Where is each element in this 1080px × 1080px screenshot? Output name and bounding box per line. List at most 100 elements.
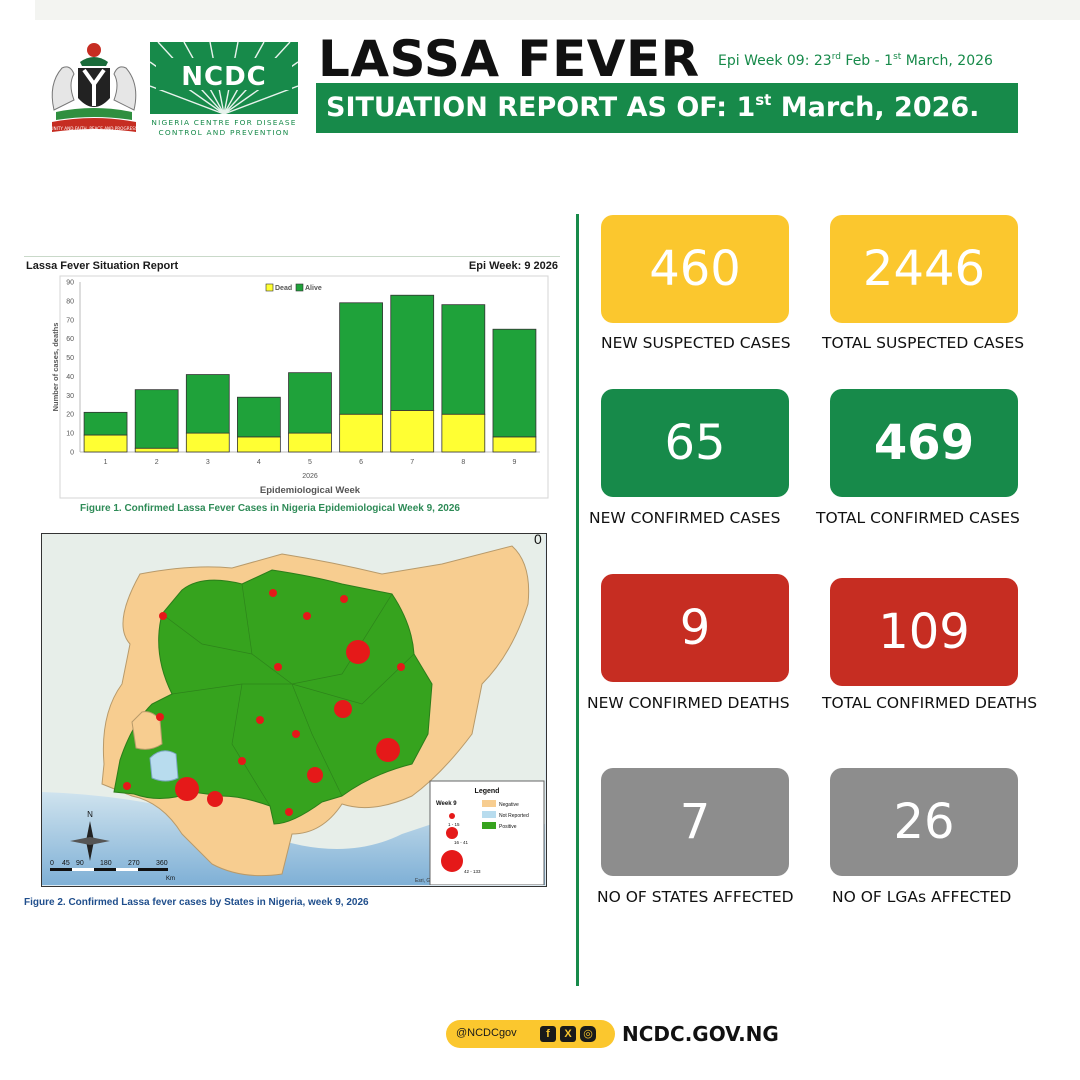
case-marker	[123, 782, 131, 790]
scale-label-4: 270	[128, 860, 140, 867]
y-tick-label: 50	[66, 355, 74, 362]
coat-motto: UNITY AND FAITH, PEACE AND PROGRESS	[50, 126, 138, 131]
legend-not-reported: Not Reported	[499, 813, 529, 819]
stat-card-total-suspected: 2446	[830, 215, 1018, 323]
bar-dead	[134, 447, 179, 453]
legend-positive-swatch	[482, 822, 496, 829]
legend-label-dead: Dead	[275, 285, 292, 292]
case-marker	[156, 713, 164, 721]
x-tick-label: 9	[512, 459, 516, 466]
x-axis-label: Epidemiological Week	[260, 485, 361, 496]
case-marker	[238, 757, 246, 765]
legend-title: Legend	[475, 788, 500, 795]
bar-dead	[339, 413, 383, 453]
social-handle-pill[interactable]: @NCDCgov f X ◎	[446, 1020, 615, 1048]
stat-card-new-suspected: 460	[601, 215, 789, 323]
case-marker	[340, 595, 348, 603]
stat-card-total-confirmed: 469	[830, 389, 1018, 497]
stat-card-total-deaths: 109	[830, 578, 1018, 686]
north-arrow-icon: N	[70, 810, 110, 861]
map-negative-pocket	[131, 711, 163, 750]
case-marker	[274, 663, 282, 671]
epi-week-prefix: Epi Week 09: 23	[718, 53, 832, 69]
instagram-icon[interactable]: ◎	[580, 1026, 596, 1042]
top-strip	[35, 0, 1080, 20]
y-tick-label: 30	[66, 393, 74, 400]
bar-alive	[288, 372, 332, 434]
page-title: LASSA FEVER	[318, 30, 700, 88]
legend-swatch-alive	[295, 283, 304, 292]
scale-label-2: 90	[76, 860, 84, 867]
legend-negative-swatch	[482, 800, 496, 807]
case-marker	[346, 640, 370, 664]
legend-label-alive: Alive	[305, 285, 322, 292]
x-tick-label: 4	[257, 459, 261, 466]
vertical-divider	[576, 214, 579, 986]
ncdc-acronym: NCDC	[181, 62, 267, 92]
stat-label-total-confirmed: TOTAL CONFIRMED CASES	[816, 509, 1020, 527]
legend-size-small: 1 - 15	[448, 822, 460, 827]
stat-label-lgas-affected: NO OF LGAs AFFECTED	[832, 888, 1012, 906]
x-tick-label: 6	[359, 459, 363, 466]
case-marker	[397, 663, 405, 671]
stat-label-total-deaths: TOTAL CONFIRMED DEATHS	[822, 694, 1038, 712]
y-axis-label: Number of cases, deaths	[51, 323, 60, 412]
bar-alive	[83, 411, 128, 436]
bar-dead	[288, 432, 332, 453]
case-marker	[207, 791, 223, 807]
map-not-reported-region	[149, 750, 179, 782]
y-tick-label: 90	[66, 280, 74, 287]
stat-label-states-affected: NO OF STATES AFFECTED	[597, 888, 794, 906]
bar-alive	[339, 302, 383, 415]
north-label: N	[87, 810, 93, 819]
map-corner-label: 0	[534, 531, 542, 547]
scale-unit: Km	[166, 876, 175, 882]
map-positive-region	[113, 569, 433, 825]
bar-dead	[237, 436, 281, 453]
x-icon[interactable]: X	[560, 1026, 576, 1042]
legend-size-medium-marker	[446, 827, 458, 839]
y-tick-label: 40	[66, 374, 74, 381]
ncdc-subtitle-line1: NIGERIA CENTRE FOR DISEASE	[151, 118, 297, 127]
report-prefix: SITUATION REPORT AS OF: 1	[326, 92, 756, 123]
bar-dead	[492, 436, 537, 453]
map-case-markers	[123, 589, 405, 816]
scale-label-0: 0	[50, 860, 54, 867]
x-tick-label: 3	[206, 459, 210, 466]
scale-label-3: 180	[100, 860, 112, 867]
social-handle: @NCDCgov	[456, 1027, 517, 1039]
x-tick-label: 2	[155, 459, 159, 466]
bar-dead	[185, 432, 230, 453]
case-marker	[269, 589, 277, 597]
report-sup: st	[755, 91, 772, 109]
figure1-top-rule	[24, 256, 560, 257]
stat-card-new-confirmed: 65	[601, 389, 789, 497]
ncdc-logo-box: NCDC	[150, 42, 298, 114]
case-marker	[334, 700, 352, 718]
case-marker	[307, 767, 323, 783]
bar-alive	[441, 304, 486, 415]
scale-label-5: 360	[156, 860, 168, 867]
stat-card-new-deaths: 9	[601, 574, 789, 682]
nigeria-map: N 0 45 90 180 270 360 Km Esri, Gar Legen…	[42, 534, 545, 885]
facebook-icon[interactable]: f	[540, 1026, 556, 1042]
figure2-caption: Figure 2. Confirmed Lassa fever cases by…	[24, 897, 369, 908]
stat-label-total-suspected: TOTAL SUSPECTED CASES	[822, 334, 1025, 352]
bar-alive	[185, 374, 230, 434]
map-credit: Esri, Gar	[415, 878, 435, 884]
stat-card-states-affected: 7	[601, 768, 789, 876]
figure1-report-title: Lassa Fever Situation Report	[26, 260, 179, 272]
stat-label-new-confirmed: NEW CONFIRMED CASES	[589, 509, 781, 527]
bar-dead	[390, 410, 435, 453]
legend-size-small-marker	[449, 813, 455, 819]
x-sublabel: 2026	[302, 473, 318, 480]
legend-swatch-dead	[265, 283, 274, 292]
y-tick-label: 80	[66, 298, 74, 305]
ncdc-logo: NCDC NIGERIA CENTRE FOR DISEASE CONTROL …	[150, 42, 298, 137]
website-link[interactable]: NCDC.GOV.NG	[622, 1022, 779, 1046]
case-marker	[159, 612, 167, 620]
map-state-borders	[161, 583, 415, 807]
epi-week-mid: Feb - 1	[840, 53, 894, 69]
legend-subtitle: Week 9	[436, 801, 457, 807]
case-marker	[175, 777, 199, 801]
